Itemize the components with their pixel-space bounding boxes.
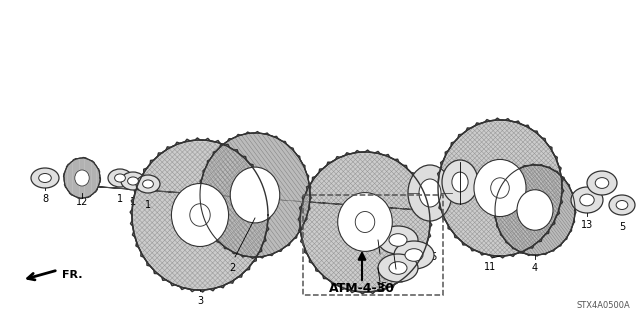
Ellipse shape [31,168,59,188]
Text: 5: 5 [619,222,625,232]
Text: 2: 2 [229,263,235,273]
Ellipse shape [394,241,434,269]
Text: 8: 8 [42,194,48,204]
Ellipse shape [438,120,562,256]
Ellipse shape [408,165,452,221]
Text: FR.: FR. [62,270,83,280]
Ellipse shape [172,183,228,247]
Ellipse shape [580,194,594,206]
Text: 13: 13 [581,220,593,230]
Text: STX4A0500A: STX4A0500A [576,301,630,310]
Ellipse shape [132,140,268,290]
Text: 11: 11 [484,262,496,272]
Text: 3: 3 [197,296,203,306]
Ellipse shape [143,180,154,188]
Ellipse shape [616,201,628,210]
Ellipse shape [121,172,145,190]
Ellipse shape [136,175,160,193]
Ellipse shape [38,174,51,182]
Ellipse shape [300,152,430,292]
Ellipse shape [405,249,423,261]
Text: 1: 1 [145,200,151,210]
Ellipse shape [378,226,418,254]
Ellipse shape [200,133,310,257]
Ellipse shape [389,262,407,274]
Ellipse shape [595,178,609,189]
Ellipse shape [378,254,418,282]
Ellipse shape [127,177,138,185]
Ellipse shape [419,179,441,207]
Polygon shape [87,186,428,211]
Text: 15: 15 [376,237,388,247]
Text: 14: 14 [454,166,466,176]
Ellipse shape [338,193,392,251]
Ellipse shape [108,169,132,187]
Text: 4: 4 [532,263,538,273]
Text: ATM-4-30: ATM-4-30 [329,282,395,295]
Ellipse shape [355,211,375,233]
Ellipse shape [115,174,125,182]
Ellipse shape [442,160,478,204]
Text: 12: 12 [76,197,88,207]
Ellipse shape [64,158,100,198]
Text: 1: 1 [130,197,136,207]
Ellipse shape [491,178,509,198]
Bar [303,195,443,295]
Ellipse shape [495,165,575,255]
Ellipse shape [230,167,280,223]
Ellipse shape [517,190,553,230]
Text: 1: 1 [117,194,123,204]
Ellipse shape [75,170,89,186]
Text: 15: 15 [376,282,388,292]
Ellipse shape [190,204,210,226]
Ellipse shape [571,187,603,213]
Ellipse shape [474,160,526,217]
Text: 6: 6 [604,174,610,184]
Text: 7: 7 [419,175,425,185]
Ellipse shape [389,234,407,246]
Text: 15: 15 [426,252,438,262]
Ellipse shape [587,171,617,195]
Ellipse shape [609,195,635,215]
Ellipse shape [452,172,468,192]
